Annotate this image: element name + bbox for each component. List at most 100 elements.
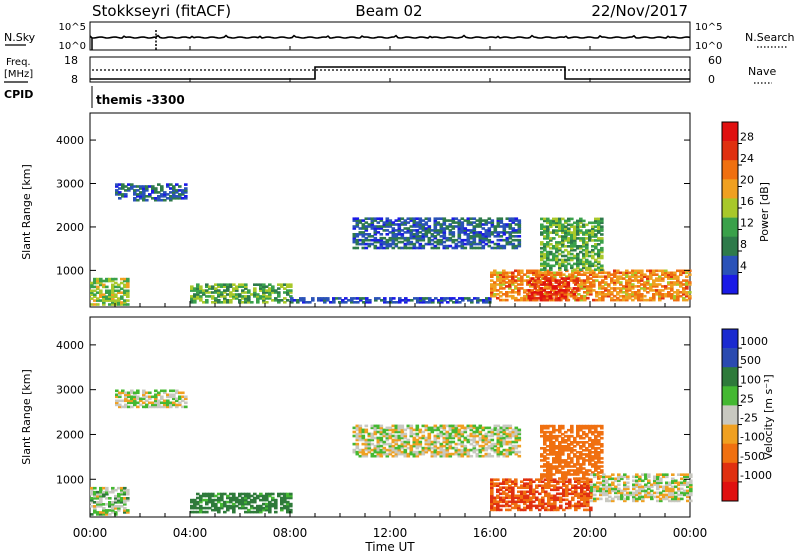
heatmap-cell bbox=[283, 496, 287, 500]
heatmap-cell bbox=[570, 223, 574, 227]
heatmap-cell bbox=[289, 504, 293, 508]
heatmap-cell bbox=[671, 481, 675, 485]
heatmap-cell bbox=[400, 432, 405, 436]
heatmap-cell bbox=[673, 281, 677, 284]
heatmap-cell bbox=[457, 244, 462, 248]
heatmap-cell bbox=[625, 275, 629, 278]
heatmap-cell bbox=[289, 285, 293, 288]
heatmap-cell bbox=[577, 500, 581, 504]
heatmap-cell bbox=[600, 424, 604, 428]
heatmap-cell bbox=[127, 401, 131, 405]
heatmap-cell bbox=[549, 268, 553, 271]
heatmap-cell bbox=[136, 391, 140, 395]
heatmap-cell bbox=[568, 478, 572, 481]
heatmap-cell bbox=[436, 242, 441, 246]
heatmap-cell bbox=[436, 238, 441, 242]
heatmap-cell bbox=[545, 294, 550, 298]
heatmap-cell bbox=[505, 432, 510, 436]
heatmap-cell bbox=[505, 293, 509, 296]
heatmap-cell bbox=[634, 279, 638, 282]
heatmap-cell bbox=[105, 486, 109, 490]
heatmap-cell bbox=[404, 297, 408, 300]
heatmap-cell bbox=[406, 452, 411, 456]
heatmap-cell bbox=[526, 500, 530, 504]
heatmap-cell bbox=[594, 447, 598, 450]
heatmap-cell bbox=[427, 438, 432, 442]
heatmap-cell bbox=[670, 294, 674, 298]
heatmap-cell bbox=[469, 217, 474, 220]
heatmap-cell bbox=[632, 485, 636, 489]
heatmap-cell bbox=[664, 293, 668, 296]
heatmap-cell bbox=[136, 395, 140, 399]
heatmap-cell bbox=[280, 492, 284, 496]
heatmap-cell bbox=[588, 268, 592, 271]
heatmap-cell bbox=[649, 285, 653, 288]
heatmap-cell bbox=[466, 448, 471, 452]
heatmap-cell bbox=[552, 254, 556, 258]
heatmap-cell bbox=[555, 457, 559, 460]
heatmap-cell bbox=[389, 299, 393, 302]
heatmap-cell bbox=[361, 428, 366, 432]
heatmap-cell bbox=[145, 403, 149, 407]
heatmap-cell bbox=[409, 219, 414, 222]
heatmap-cell bbox=[617, 483, 621, 487]
heatmap-cell bbox=[154, 198, 158, 202]
heatmap-cell bbox=[591, 262, 595, 266]
heatmap-cell bbox=[145, 189, 149, 192]
heatmap-cell bbox=[364, 424, 369, 428]
heatmap-cell bbox=[560, 293, 565, 296]
heatmap-cell bbox=[649, 269, 653, 273]
heatmap-cell bbox=[451, 424, 456, 428]
heatmap-cell bbox=[505, 217, 510, 220]
heatmap-cell bbox=[619, 283, 623, 286]
heatmap-cell bbox=[115, 185, 119, 188]
heatmap-cell bbox=[400, 233, 405, 236]
heatmap-cell bbox=[178, 403, 182, 407]
heatmap-cell bbox=[362, 301, 366, 304]
heatmap-cell bbox=[685, 294, 689, 298]
heatmap-cell bbox=[169, 403, 173, 407]
heatmap-cell bbox=[256, 504, 260, 508]
heatmap-cell bbox=[286, 299, 290, 302]
heatmap-cell bbox=[93, 299, 97, 302]
heatmap-cell bbox=[196, 492, 200, 496]
heatmap-cell bbox=[546, 245, 550, 248]
heatmap-cell bbox=[361, 231, 366, 234]
heatmap-cell bbox=[583, 273, 587, 276]
heatmap-cell bbox=[517, 279, 521, 282]
heatmap-cell bbox=[558, 441, 562, 444]
heatmap-cell bbox=[394, 454, 399, 458]
heatmap-cell bbox=[502, 498, 506, 502]
heatmap-cell bbox=[196, 502, 200, 506]
heatmap-cell bbox=[286, 510, 290, 514]
heatmap-cell bbox=[539, 294, 544, 298]
heatmap-cell bbox=[549, 219, 553, 223]
heatmap-cell bbox=[400, 217, 405, 220]
heatmap-cell bbox=[280, 502, 284, 506]
heatmap-cell bbox=[274, 502, 278, 506]
heatmap-cell bbox=[661, 296, 665, 300]
heatmap-cell bbox=[570, 258, 574, 262]
heatmap-cell bbox=[574, 480, 578, 483]
heatmap-cell bbox=[196, 293, 200, 296]
heatmap-cell bbox=[511, 502, 515, 506]
heatmap-cell bbox=[460, 231, 465, 234]
heatmap-cell bbox=[415, 240, 420, 244]
heatmap-cell bbox=[466, 223, 471, 226]
heatmap-cell bbox=[673, 275, 677, 278]
heatmap-cell bbox=[412, 229, 417, 232]
heatmap-cell bbox=[427, 442, 432, 446]
heatmap-cell bbox=[668, 481, 672, 485]
heatmap-cell bbox=[538, 271, 542, 275]
heatmap-cell bbox=[175, 183, 179, 186]
heatmap-cell bbox=[658, 277, 662, 280]
heatmap-cell bbox=[202, 291, 206, 294]
heatmap-cell bbox=[448, 244, 453, 248]
heatmap-cell bbox=[607, 273, 611, 276]
heatmap-cell bbox=[502, 448, 507, 452]
heatmap-cell bbox=[505, 242, 510, 246]
heatmap-cell bbox=[460, 225, 465, 228]
heatmap-cell bbox=[217, 293, 221, 296]
heatmap-cell bbox=[558, 451, 562, 454]
